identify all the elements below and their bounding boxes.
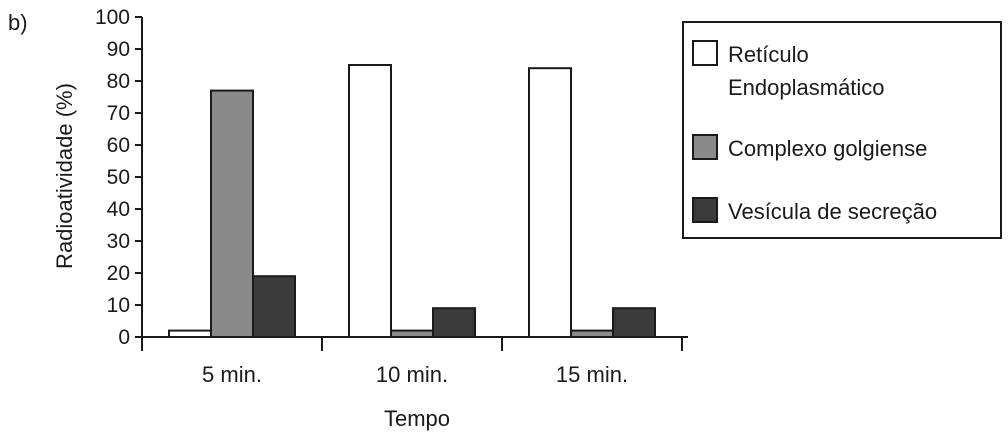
y-tick-label: 30 <box>107 230 130 253</box>
x-category-label: 5 min. <box>202 362 262 387</box>
legend-label: Endoplasmático <box>728 75 885 100</box>
bar <box>210 89 254 338</box>
x-axis-categories: 5 min. 10 min. 15 min. <box>141 337 683 387</box>
y-tick-label: 40 <box>107 198 130 221</box>
legend: Retículo Endoplasmático Complexo golgiense… <box>682 21 1002 239</box>
legend-label: Vesícula de secreção <box>728 199 937 224</box>
bar <box>348 64 392 338</box>
panel-label: b) <box>8 10 28 35</box>
legend-label: Complexo golgiense <box>728 136 927 161</box>
bar <box>252 275 296 339</box>
y-tick-label: 100 <box>95 6 130 29</box>
legend-box <box>682 21 1002 239</box>
bar <box>612 307 656 339</box>
x-axis-title: Tempo <box>384 406 450 431</box>
y-tick-label: 80 <box>107 70 130 93</box>
y-axis-ticks: 0 10 20 30 40 50 60 70 80 90 100 <box>95 6 142 349</box>
x-category-label: 15 min. <box>556 362 628 387</box>
y-tick-label: 90 <box>107 38 130 61</box>
bar <box>432 307 476 339</box>
y-tick-label: 20 <box>107 262 130 285</box>
y-tick-label: 70 <box>107 102 130 125</box>
y-tick-label: 50 <box>107 166 130 189</box>
bars-group <box>168 64 656 339</box>
y-axis-title: Radioatividade (%) <box>52 83 77 269</box>
y-tick-label: 60 <box>107 134 130 157</box>
x-category-label: 10 min. <box>376 362 448 387</box>
y-tick-label: 0 <box>118 326 130 349</box>
legend-label: Retículo <box>728 42 809 67</box>
y-tick-label: 10 <box>107 294 130 317</box>
bar <box>528 67 572 338</box>
legend-swatch <box>692 40 718 66</box>
legend-swatch <box>692 197 718 223</box>
legend-swatch <box>692 134 718 160</box>
